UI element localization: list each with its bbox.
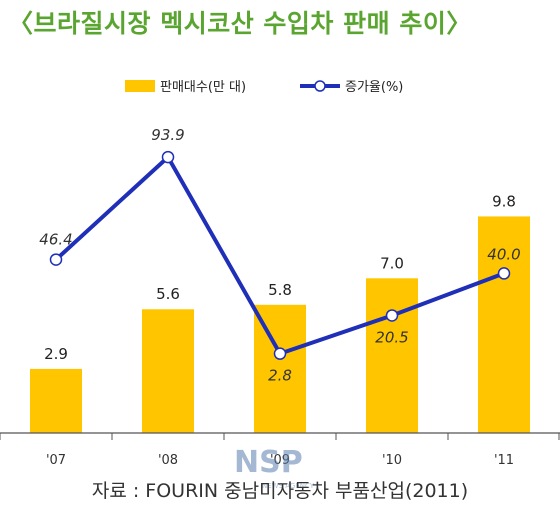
line-value-label: 2.8 [268, 367, 292, 385]
line-value-label: 46.4 [39, 231, 72, 249]
bar-4 [478, 216, 530, 433]
line-value-label: 20.5 [375, 328, 408, 346]
legend: 판매대수(만 대) 증가율(%) [125, 80, 403, 95]
x-tick-label: '07 [46, 453, 66, 468]
bar-0 [30, 368, 82, 433]
watermark-sub-text: NEWS AGENCY [262, 482, 315, 490]
bar-value-label: 2.9 [44, 345, 68, 363]
bar-value-label: 5.6 [156, 285, 180, 303]
line-series [49, 150, 511, 360]
line-value-label: 40.0 [487, 245, 520, 263]
legend-line-marker [314, 80, 326, 92]
bar-value-label: 7.0 [380, 254, 404, 272]
line-point-2 [273, 347, 287, 360]
x-tick-label: '08 [158, 453, 178, 468]
watermark-logo-text: NSP [234, 445, 303, 480]
bar-3 [366, 278, 418, 433]
data-labels: 2.9 5.6 5.8 7.0 9.8 46.4 93.9 2.8 20.5 40.0 [39, 126, 520, 385]
x-tick-label: '09 [270, 453, 290, 468]
x-tick-label: '11 [494, 453, 514, 468]
source-note: 자료 : FOURIN 중남미자동차 부품산업(2011) [91, 480, 469, 502]
x-axis: '07 '08 '09 '10 '11 [0, 432, 560, 468]
bar-series [30, 216, 530, 433]
line-point-0 [49, 253, 63, 266]
x-tick-label: '10 [382, 453, 402, 468]
line-value-label: 93.9 [151, 126, 184, 144]
line-point-3 [385, 309, 399, 322]
nsp-watermark-logo: NSP NEWS AGENCY [234, 445, 315, 490]
legend-bar-label: 판매대수(만 대) [160, 80, 246, 95]
line-point-1 [161, 150, 175, 164]
line-point-4 [497, 267, 511, 280]
bar-1 [142, 309, 194, 433]
legend-line-label: 증가율(%) [345, 80, 403, 95]
bar-value-label: 5.8 [268, 281, 292, 299]
bar-value-label: 9.8 [492, 192, 516, 210]
chart-title: 〈브라질시장 멕시코산 수입차 판매 추이〉 [8, 9, 472, 38]
legend-bar-swatch [125, 80, 155, 92]
